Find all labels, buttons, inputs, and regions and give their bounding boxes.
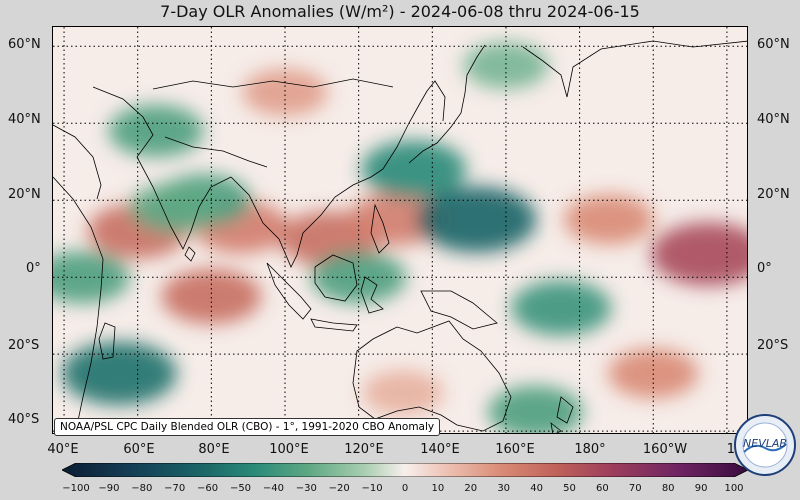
coastline-china-korea — [382, 80, 446, 170]
anomaly-region — [61, 341, 177, 406]
colorbar-tick-label: 80 — [661, 483, 675, 494]
anomaly-region — [651, 222, 747, 286]
lon-label-180: 180° — [574, 442, 606, 457]
coastline-new-zealand — [550, 396, 574, 433]
colorbar-tick-label: −80 — [131, 483, 153, 494]
coastline-sulawesi — [360, 276, 384, 314]
lon-label-140e: 140°E — [420, 442, 460, 457]
coastline-kamchatka — [522, 40, 747, 98]
colorbar-tick-label: 60 — [596, 483, 609, 494]
anomaly-region — [608, 348, 699, 399]
anomaly-region — [311, 251, 407, 304]
anomaly-region — [463, 42, 549, 89]
anomaly-region — [361, 140, 467, 199]
colorbar-tick-label: −40 — [262, 483, 284, 494]
map-title: 7-Day OLR Anomalies (W/m²) - 2024-06-08 … — [160, 2, 640, 21]
anomaly-region — [564, 194, 655, 245]
colorbar-gradient — [62, 463, 748, 477]
lat-label-60n-left: 60°N — [8, 37, 41, 52]
coastline-indochina — [230, 168, 384, 268]
colorbar-tick-label: −70 — [164, 483, 186, 494]
colorbar-tick-label: 0 — [401, 483, 409, 494]
lon-label-120e: 120°E — [344, 442, 384, 457]
colorbar-tick-label: 20 — [464, 483, 478, 494]
lat-label-40s-left: 40°S — [8, 412, 40, 427]
border-himalaya — [164, 136, 268, 168]
lat-label-20n-left: 20°N — [8, 187, 41, 202]
lat-label-20s-right: 20°S — [757, 338, 789, 353]
lat-label-eq-right: 0° — [757, 261, 772, 276]
lat-label-eq-left: 0° — [26, 261, 41, 276]
lat-label-40n-left: 40°N — [8, 112, 41, 127]
colorbar-tick-label: 50 — [563, 483, 576, 494]
anomaly-region — [161, 268, 262, 324]
anomaly-region — [242, 69, 328, 116]
anomaly-layer — [53, 42, 747, 433]
colorbar-tick-label: −20 — [328, 483, 350, 494]
anomaly-region — [511, 280, 612, 336]
border-central-asia — [92, 86, 154, 158]
lat-label-40n-right: 40°N — [757, 112, 790, 127]
olr-anomaly-map — [52, 26, 748, 434]
colorbar-tick-label: 70 — [628, 483, 642, 494]
anomaly-region — [129, 183, 220, 233]
coastline-india — [136, 156, 232, 250]
coastline-japan — [408, 44, 486, 164]
colorbar-tick-label: −10 — [361, 483, 383, 494]
border-china-mongolia — [152, 78, 394, 90]
lon-label-160e: 160°E — [495, 442, 535, 457]
anomaly-region — [347, 193, 443, 246]
lat-label-20s-left: 20°S — [8, 338, 40, 353]
coastline-java — [310, 318, 358, 332]
colorbar-tick-label: −90 — [98, 483, 120, 494]
noaa-psl-logo-icon: NEVLAB — [734, 414, 796, 476]
lon-label-80e: 80°E — [198, 442, 230, 457]
colorbar-tick-label: −30 — [295, 483, 317, 494]
colorbar-tick-label: −60 — [197, 483, 219, 494]
anomaly-region — [108, 104, 204, 158]
coastline-borneo — [314, 254, 358, 302]
anomaly-region — [416, 186, 537, 253]
coastline-arabia — [53, 124, 102, 200]
data-source-label: NOAA/PSL CPC Daily Blended OLR (CBO) - 1… — [54, 418, 441, 436]
coastline-sumatra — [266, 262, 312, 320]
logo-text: NEVLAB — [743, 437, 787, 450]
colorbar-tick-label: −50 — [229, 483, 252, 494]
coastline-madagascar — [98, 322, 116, 360]
anomaly-region — [487, 385, 583, 433]
colorbar-tick-label: 40 — [530, 483, 543, 494]
anomaly-region — [362, 370, 443, 415]
colorbar-tick-label: 30 — [497, 483, 511, 494]
colorbar-tick-label: −100 — [62, 483, 90, 494]
lat-label-20n-right: 20°N — [757, 187, 790, 202]
lon-label-160w: 160°W — [642, 442, 688, 457]
coastline-africa — [53, 176, 104, 433]
lon-label-60e: 60°E — [123, 442, 155, 457]
coastline-australia — [352, 320, 512, 432]
coastline-sri-lanka — [184, 246, 196, 262]
map-canvas — [53, 27, 747, 433]
coastline-new-guinea — [420, 290, 498, 330]
colorbar-tick-label: 10 — [431, 483, 445, 494]
anomaly-region — [53, 251, 130, 304]
colorbar-tick-label: 90 — [694, 483, 708, 494]
colorbar — [62, 463, 748, 477]
coastline-philippines — [370, 203, 390, 254]
colorbar-tick-label: 100 — [724, 483, 744, 494]
lat-label-60n-right: 60°N — [757, 37, 790, 52]
lon-label-40e: 40°E — [47, 442, 79, 457]
lon-label-100e: 100°E — [269, 442, 309, 457]
coastline-layer — [53, 40, 747, 433]
